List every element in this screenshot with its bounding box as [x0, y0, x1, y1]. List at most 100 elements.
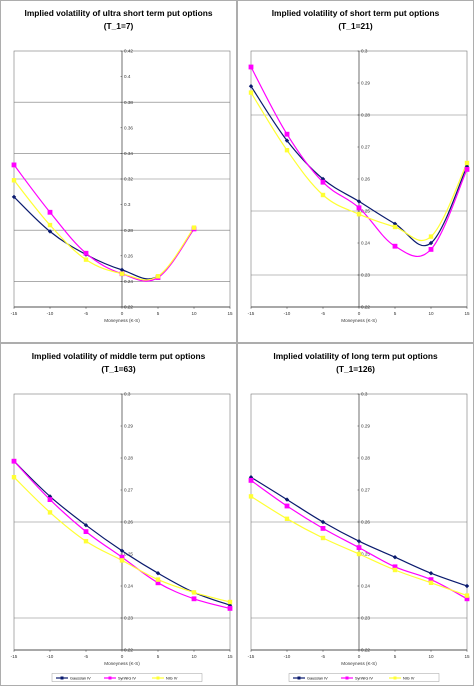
y-tick-label: 0.22	[361, 305, 370, 310]
y-tick-label: 0.38	[124, 100, 133, 105]
chart-panel-middle: Implied volatility of middle term put op…	[0, 343, 237, 686]
data-point-synnig	[464, 596, 470, 602]
x-tick-label: 0	[358, 311, 361, 316]
legend: Gaussian IV SynNIG IV NIG IV	[51, 673, 203, 682]
x-tick-label: -5	[321, 311, 326, 316]
legend-box	[288, 673, 440, 682]
data-point-nig	[356, 212, 362, 217]
data-point-synnig	[11, 162, 17, 168]
x-tick-label: 10	[191, 654, 197, 659]
data-point-synnig	[119, 554, 125, 560]
y-tick-label: 0.26	[361, 177, 370, 182]
y-tick-label: 0.3	[124, 202, 131, 207]
legend: Gaussian IV SynNIG IV NIG IV	[288, 673, 440, 682]
y-tick-label: 0.24	[124, 584, 133, 589]
y-tick-label: 0.22	[124, 648, 133, 653]
x-axis-label: Moneyness (K-S)	[341, 661, 377, 666]
data-point-synnig	[11, 458, 17, 464]
data-point-synnig	[227, 606, 233, 611]
data-point-synnig	[428, 247, 434, 252]
data-point-gaussian	[464, 583, 470, 589]
y-tick-label: 0.28	[361, 456, 370, 461]
y-tick-label: 0.27	[361, 488, 370, 493]
data-point-nig	[155, 274, 161, 279]
data-point-synnig	[248, 478, 254, 483]
x-tick-label: -5	[84, 654, 89, 659]
data-point-synnig	[83, 529, 89, 534]
y-tick-label: 0.25	[124, 552, 133, 557]
data-point-synnig	[47, 209, 53, 215]
legend-marker	[393, 676, 397, 680]
legend-marker	[60, 676, 64, 680]
data-point-nig	[428, 234, 434, 239]
x-tick-label: 10	[191, 311, 197, 316]
x-axis-label: Moneyness (K-S)	[104, 318, 140, 323]
y-tick-label: 0.32	[124, 177, 133, 182]
y-tick-label: 0.36	[124, 125, 133, 130]
data-point-nig	[356, 551, 362, 557]
legend-marker	[345, 676, 349, 680]
x-axis-label: Moneyness (K-S)	[104, 661, 140, 666]
data-point-nig	[119, 558, 125, 563]
data-point-nig	[464, 160, 470, 166]
x-tick-label: 10	[428, 311, 434, 316]
data-point-gaussian	[284, 497, 290, 502]
y-tick-label: 0.24	[361, 584, 370, 589]
chart-title: Implied volatility of short term put opt…	[272, 8, 440, 18]
data-point-synnig	[248, 64, 254, 70]
legend-box	[51, 673, 203, 682]
data-point-nig	[248, 90, 254, 95]
y-tick-label: 0.24	[361, 241, 370, 246]
x-tick-label: 15	[227, 311, 233, 316]
y-tick-label: 0.34	[124, 151, 133, 156]
data-point-nig	[47, 510, 53, 515]
y-tick-label: 0.28	[124, 456, 133, 461]
chart-subtitle: (T_1=7)	[104, 21, 134, 31]
data-point-gaussian	[428, 240, 434, 246]
y-tick-label: 0.26	[124, 520, 133, 525]
x-tick-label: 15	[464, 654, 470, 659]
y-tick-label: 0.3	[361, 49, 368, 54]
y-tick-label: 0.23	[361, 273, 370, 278]
x-tick-label: -15	[248, 654, 255, 659]
data-point-gaussian	[320, 176, 326, 182]
x-tick-label: -5	[321, 654, 326, 659]
y-tick-label: 0.3	[361, 392, 368, 397]
data-point-gaussian	[320, 519, 326, 525]
legend-marker	[108, 676, 112, 680]
data-point-synnig	[47, 497, 53, 502]
data-point-synnig	[464, 167, 470, 172]
y-tick-label: 0.22	[361, 648, 370, 653]
data-point-nig	[320, 192, 326, 198]
data-point-nig	[155, 577, 161, 582]
y-tick-label: 0.42	[124, 49, 133, 54]
data-point-nig	[284, 516, 290, 521]
x-tick-label: 0	[121, 654, 124, 659]
data-point-nig	[11, 475, 17, 480]
data-point-nig	[191, 590, 197, 595]
x-tick-label: 5	[394, 654, 397, 659]
chart-panel-long: Implied volatility of long term put opti…	[237, 343, 474, 686]
y-tick-label: 0.24	[124, 279, 133, 284]
data-point-synnig	[392, 243, 398, 249]
data-point-synnig	[191, 596, 197, 602]
y-tick-label: 0.29	[361, 424, 370, 429]
data-point-synnig	[155, 580, 161, 586]
x-tick-label: 5	[394, 311, 397, 316]
legend-marker	[156, 676, 160, 680]
data-point-gaussian	[11, 194, 17, 200]
data-point-nig	[47, 222, 53, 228]
data-point-nig	[83, 539, 89, 544]
y-tick-label: 0.26	[361, 520, 370, 525]
y-tick-label: 0.29	[124, 424, 133, 429]
data-point-nig	[11, 178, 17, 183]
x-tick-label: 5	[157, 654, 160, 659]
y-tick-label: 0.25	[361, 209, 370, 214]
x-tick-label: 15	[227, 654, 233, 659]
x-tick-label: -15	[11, 654, 18, 659]
x-tick-label: 0	[121, 311, 124, 316]
series-line-synnig	[13, 164, 195, 282]
y-tick-label: 0.4	[124, 74, 131, 79]
data-point-synnig	[392, 564, 398, 570]
